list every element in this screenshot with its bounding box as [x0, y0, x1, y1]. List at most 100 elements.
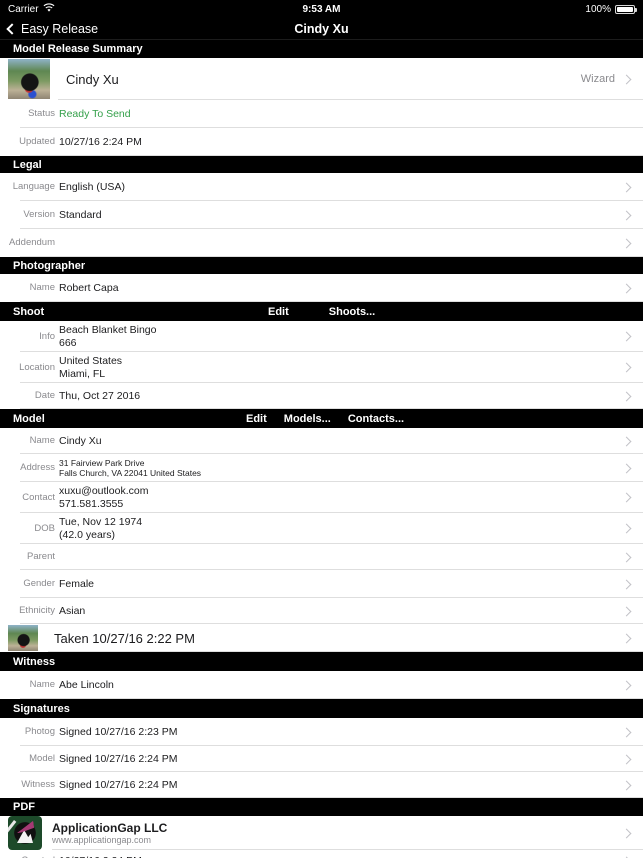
- row-value: Standard: [59, 208, 102, 221]
- row-label: Updated: [19, 136, 55, 147]
- row-model-dob[interactable]: DOB Tue, Nov 12 1974 (42.0 years): [0, 513, 643, 544]
- shoot-edit-button[interactable]: Edit: [268, 305, 289, 318]
- section-header-summary: Model Release Summary: [0, 40, 643, 58]
- chevron-right-icon: [621, 606, 632, 616]
- section-title: Model Release Summary: [13, 43, 143, 55]
- section-title: Shoot: [13, 305, 45, 318]
- chevron-right-icon: [621, 182, 632, 192]
- chevron-right-icon: [621, 780, 632, 790]
- section-header-shoot: Shoot Edit Shoots...: [0, 302, 643, 321]
- row-updated: Updated 10/27/16 2:24 PM: [0, 128, 643, 156]
- row-shoot-date[interactable]: Date Thu, Oct 27 2016: [0, 383, 643, 409]
- row-value: English (USA): [59, 180, 125, 193]
- row-label: Ethnicity: [19, 605, 55, 616]
- row-signature-model[interactable]: Model Signed 10/27/16 2:24 PM: [0, 746, 643, 772]
- section-header-pdf: PDF: [0, 798, 643, 816]
- row-model-ethnicity[interactable]: Ethnicity Asian: [0, 598, 643, 624]
- model-edit-button[interactable]: Edit: [246, 412, 267, 425]
- row-shoot-info[interactable]: Info Beach Blanket Bingo 666: [0, 321, 643, 352]
- section-title: Photographer: [13, 259, 86, 272]
- chevron-right-icon: [621, 283, 632, 293]
- row-value: xuxu@outlook.com 571.581.3555: [59, 485, 149, 510]
- row-model-address[interactable]: Address 31 Fairview Park Drive Falls Chur…: [0, 454, 643, 482]
- row-value: Female: [59, 577, 95, 590]
- row-value: Asian: [59, 604, 86, 617]
- row-label: Addendum: [9, 237, 55, 248]
- section-header-legal: Legal: [0, 156, 643, 173]
- battery-percent: 100%: [585, 3, 611, 15]
- row-value: Cindy Xu: [59, 434, 102, 447]
- release-photo-row[interactable]: Cindy Xu Wizard: [0, 58, 643, 100]
- row-label: Address: [20, 462, 55, 473]
- taken-photo-thumbnail: [8, 625, 38, 651]
- row-label: Gender: [23, 578, 55, 589]
- vendor-url: www.applicationgap.com: [52, 834, 152, 845]
- row-model-contact[interactable]: Contact xuxu@outlook.com 571.581.3555: [0, 482, 643, 513]
- taken-label: Taken 10/27/16 2:22 PM: [54, 630, 195, 646]
- chevron-right-icon: [621, 579, 632, 589]
- chevron-left-icon: [6, 23, 18, 35]
- row-model-name[interactable]: Name Cindy Xu: [0, 428, 643, 454]
- row-model-gender[interactable]: Gender Female: [0, 570, 643, 598]
- row-photographer-name[interactable]: Name Robert Capa: [0, 274, 643, 302]
- contacts-button[interactable]: Contacts...: [347, 412, 405, 425]
- row-label: Created: [0, 855, 55, 858]
- back-button-label: Easy Release: [21, 21, 99, 36]
- row-label: Model: [29, 753, 55, 764]
- chevron-right-icon: [621, 828, 632, 838]
- row-label: DOB: [34, 522, 55, 534]
- status-badge: Ready To Send: [59, 107, 131, 120]
- row-shoot-location[interactable]: Location United States Miami, FL: [0, 352, 643, 383]
- back-button[interactable]: Easy Release: [6, 21, 99, 36]
- chevron-right-icon: [621, 523, 632, 534]
- chevron-right-icon: [621, 238, 632, 248]
- row-pdf-created[interactable]: Created 10/27/16 2:24 PM: [0, 850, 643, 858]
- chevron-right-icon: [621, 552, 632, 562]
- model-photo-taken-row[interactable]: Taken 10/27/16 2:22 PM: [0, 624, 643, 652]
- row-version[interactable]: Version Standard: [0, 201, 643, 229]
- chevron-right-icon: [621, 436, 632, 446]
- chevron-right-icon: [621, 74, 632, 84]
- row-value: Signed 10/27/16 2:23 PM: [59, 725, 178, 738]
- row-value: Thu, Oct 27 2016: [59, 389, 141, 402]
- chevron-right-icon: [621, 362, 632, 373]
- chevron-right-icon: [621, 210, 632, 220]
- row-label: Contact: [22, 491, 55, 503]
- wizard-label: Wizard: [580, 73, 615, 85]
- section-header-witness: Witness: [0, 652, 643, 671]
- row-value: Signed 10/27/16 2:24 PM: [59, 752, 178, 765]
- model-photo-thumbnail: [8, 59, 50, 99]
- row-label: Location: [19, 361, 55, 373]
- battery-icon: [615, 4, 637, 14]
- carrier-label: Carrier: [8, 3, 39, 15]
- row-value: Signed 10/27/16 2:24 PM: [59, 778, 178, 791]
- section-title: Signatures: [13, 702, 70, 715]
- row-signature-witness[interactable]: Witness Signed 10/27/16 2:24 PM: [0, 772, 643, 798]
- section-title: Witness: [13, 655, 56, 668]
- nav-bar: Easy Release Cindy Xu: [0, 18, 643, 40]
- page-title: Cindy Xu: [294, 21, 349, 36]
- chevron-right-icon: [621, 391, 632, 401]
- row-value: Beach Blanket Bingo 666: [59, 324, 157, 349]
- row-label: Name: [29, 679, 55, 690]
- row-signature-photog[interactable]: Photog Signed 10/27/16 2:23 PM: [0, 718, 643, 746]
- row-language[interactable]: Language English (USA): [0, 173, 643, 201]
- row-label: Language: [12, 181, 55, 192]
- row-value: 10/27/16 2:24 PM: [59, 135, 142, 148]
- row-witness-name[interactable]: Name Abe Lincoln: [0, 671, 643, 699]
- section-header-photographer: Photographer: [0, 257, 643, 274]
- section-header-model: Model Edit Models... Contacts...: [0, 409, 643, 428]
- row-value: Tue, Nov 12 1974 (42.0 years): [59, 516, 143, 541]
- row-model-parent[interactable]: Parent: [0, 544, 643, 570]
- section-title: Legal: [13, 158, 42, 171]
- pdf-vendor-row[interactable]: ApplicationGap LLC www.applicationgap.co…: [0, 816, 643, 850]
- chevron-right-icon: [621, 492, 632, 503]
- row-addendum[interactable]: Addendum: [0, 229, 643, 257]
- models-button[interactable]: Models...: [283, 412, 331, 425]
- release-name: Cindy Xu: [66, 71, 119, 87]
- clock: 9:53 AM: [302, 3, 341, 15]
- shoots-button[interactable]: Shoots...: [328, 305, 376, 318]
- section-title: PDF: [13, 801, 35, 813]
- chevron-right-icon: [621, 680, 632, 690]
